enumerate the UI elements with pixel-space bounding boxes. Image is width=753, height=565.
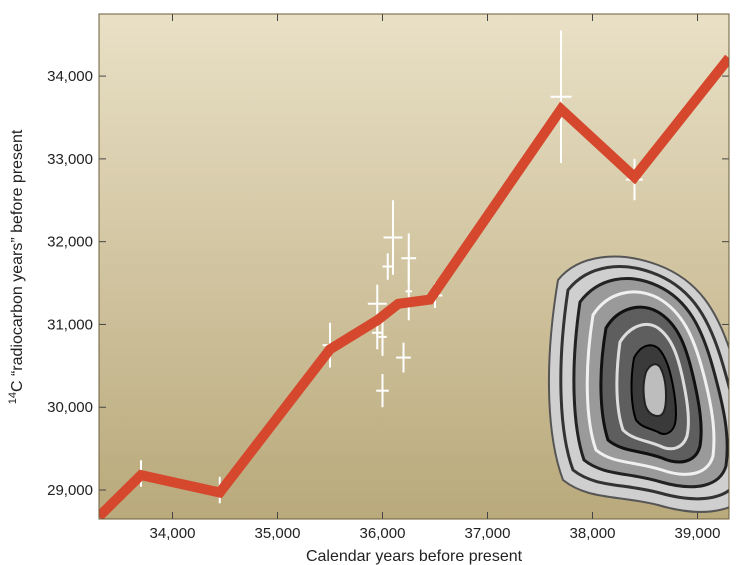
y-tick-label: 30,000 — [47, 399, 93, 416]
series-layer — [99, 54, 729, 519]
series-line — [99, 54, 729, 519]
y-axis-label-main: C “radiocarbon years” before present — [9, 129, 26, 392]
coral-cross-section-image — [547, 255, 729, 513]
y-tick-label: 33,000 — [47, 151, 93, 168]
y-tick-label: 32,000 — [47, 234, 93, 251]
x-tick-label: 36,000 — [360, 525, 406, 542]
y-tick-label: 34,000 — [47, 68, 93, 85]
x-tick-labels: 34,000 35,000 36,000 37,000 38,000 39,000 — [150, 525, 721, 542]
data-point-errorbar — [550, 30, 572, 164]
y-axis-label: 14C “radiocarbon years” before present — [7, 129, 26, 404]
x-tick-label: 37,000 — [465, 525, 511, 542]
y-tick-label: 31,000 — [47, 316, 93, 333]
y-tick-label: 29,000 — [47, 482, 93, 499]
y-axis-label-superscript: 14 — [7, 392, 19, 404]
data-point-errorbar — [396, 342, 411, 373]
x-tick-label: 34,000 — [150, 525, 196, 542]
data-point-errorbar — [405, 262, 412, 321]
data-point-errorbar — [376, 374, 389, 408]
data-point-errorbar — [382, 253, 393, 280]
axis-ticks — [99, 14, 729, 519]
data-point-errorbar — [378, 317, 387, 356]
x-tick-label: 38,000 — [570, 525, 616, 542]
x-axis-label: Calendar years before present — [306, 548, 523, 565]
x-tick-label: 39,000 — [675, 525, 721, 542]
plot-frame — [98, 13, 730, 520]
y-tick-labels: 29,000 30,000 31,000 32,000 33,000 34,000 — [47, 68, 93, 499]
data-point-errorbar — [383, 200, 403, 275]
x-tick-label: 35,000 — [255, 525, 301, 542]
